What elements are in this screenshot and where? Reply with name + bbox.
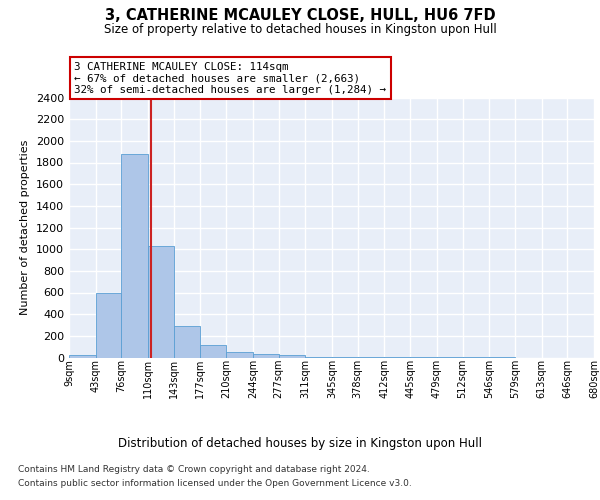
Text: 3 CATHERINE MCAULEY CLOSE: 114sqm
← 67% of detached houses are smaller (2,663)
3: 3 CATHERINE MCAULEY CLOSE: 114sqm ← 67% … <box>74 62 386 95</box>
Bar <box>253 354 278 358</box>
Text: Distribution of detached houses by size in Kingston upon Hull: Distribution of detached houses by size … <box>118 438 482 450</box>
Text: Contains public sector information licensed under the Open Government Licence v3: Contains public sector information licen… <box>18 479 412 488</box>
Bar <box>200 345 226 358</box>
Bar <box>278 356 305 358</box>
Text: Contains HM Land Registry data © Crown copyright and database right 2024.: Contains HM Land Registry data © Crown c… <box>18 465 370 474</box>
Bar <box>174 326 200 358</box>
Bar <box>121 154 148 358</box>
Text: 3, CATHERINE MCAULEY CLOSE, HULL, HU6 7FD: 3, CATHERINE MCAULEY CLOSE, HULL, HU6 7F… <box>104 8 496 22</box>
Bar <box>148 246 174 358</box>
Text: Size of property relative to detached houses in Kingston upon Hull: Size of property relative to detached ho… <box>104 22 496 36</box>
Bar <box>69 356 95 358</box>
Bar <box>305 357 332 358</box>
Bar <box>95 292 121 358</box>
Bar <box>226 352 253 358</box>
Y-axis label: Number of detached properties: Number of detached properties <box>20 140 31 315</box>
